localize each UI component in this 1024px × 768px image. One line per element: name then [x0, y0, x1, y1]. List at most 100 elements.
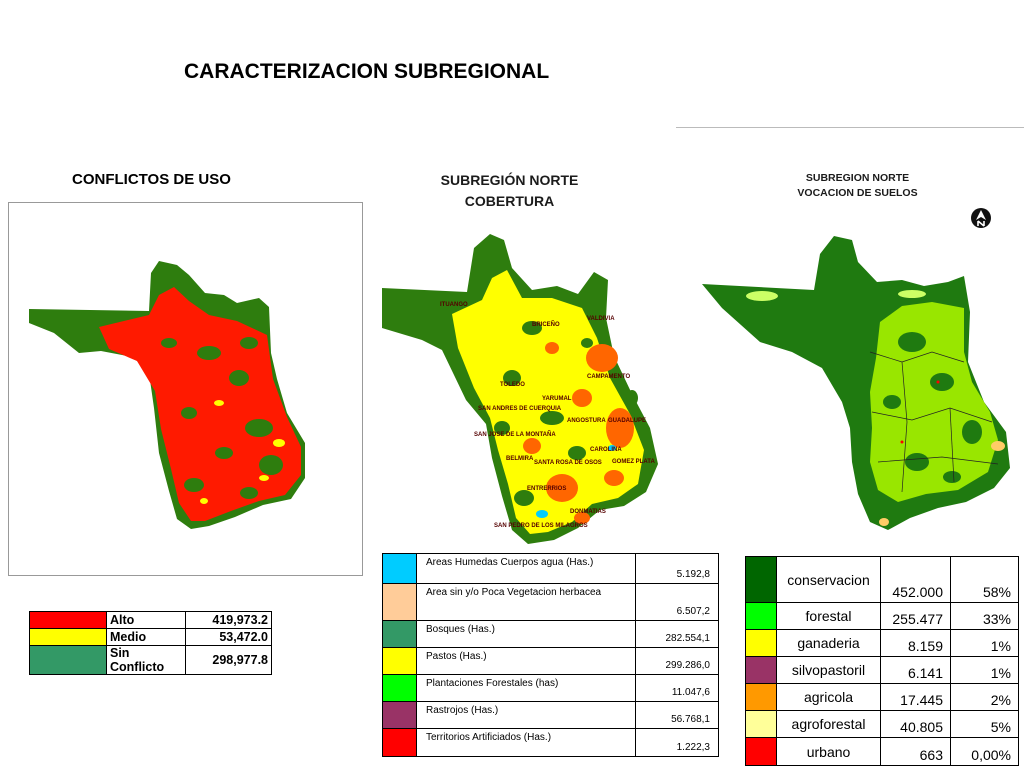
- color-swatch: [382, 647, 417, 675]
- table-row: Pastos (Has.) 299.286,0: [382, 647, 719, 675]
- table-row: forestal 255.477 33%: [745, 602, 1019, 630]
- row-value: 8.159: [880, 629, 951, 657]
- color-swatch: [29, 628, 107, 646]
- row-label: Territorios Artificiados (Has.): [416, 728, 636, 757]
- row-label: Rastrojos (Has.): [416, 701, 636, 729]
- legend-value: 298,977.8: [185, 645, 272, 675]
- color-swatch: [382, 620, 417, 648]
- place-label: SAN ANDRES DE CUERQUIA: [478, 406, 562, 412]
- legend-value: 419,973.2: [185, 611, 272, 629]
- place-label: GUADALUPE: [608, 418, 646, 424]
- color-swatch: [382, 701, 417, 729]
- row-percent: 5%: [950, 710, 1019, 738]
- color-swatch: [29, 611, 107, 629]
- row-label: forestal: [776, 602, 881, 630]
- vocacion-heading: SUBREGION NORTE VOCACION DE SUELOS: [770, 171, 945, 201]
- place-label: SANTA ROSA DE OSOS: [534, 460, 602, 466]
- place-label: ITUANGO: [440, 302, 468, 308]
- table-row: urbano 663 0,00%: [745, 737, 1019, 766]
- row-percent: 0,00%: [950, 737, 1019, 766]
- place-label: CAROLINA: [590, 447, 622, 453]
- header-divider: [676, 127, 1024, 128]
- color-swatch: [745, 629, 777, 657]
- place-label: GOMEZ PLATA: [612, 459, 655, 465]
- place-label: ENTRERRIOS: [527, 486, 566, 492]
- row-value: 56.768,1: [635, 701, 719, 729]
- place-label: DONMATIAS: [570, 509, 606, 515]
- vocacion-table: conservacion 452.000 58% forestal 255.47…: [745, 556, 1019, 766]
- table-row: Plantaciones Forestales (has) 11.047,6: [382, 674, 719, 702]
- row-label: urbano: [776, 737, 881, 766]
- row-value: 299.286,0: [635, 647, 719, 675]
- cobertura-map: ITUANGO BRICEÑO VALDIVIA YARUMAL CAMPAME…: [382, 234, 658, 544]
- color-swatch: [745, 737, 777, 766]
- color-swatch: [745, 602, 777, 630]
- legend-label: Sin Conflicto: [106, 645, 186, 675]
- row-value: 40.805: [880, 710, 951, 738]
- row-label: agroforestal: [776, 710, 881, 738]
- table-row: Sin Conflicto 298,977.8: [29, 645, 272, 675]
- place-label: ANGOSTURA: [567, 418, 606, 424]
- place-labels: ITUANGO BRICEÑO VALDIVIA YARUMAL CAMPAME…: [440, 302, 655, 529]
- legend-label: Medio: [106, 628, 186, 646]
- row-label: conservacion: [776, 556, 881, 603]
- color-swatch: [745, 556, 777, 603]
- row-value: 5.192,8: [635, 553, 719, 584]
- place-label: BRICEÑO: [532, 321, 560, 328]
- color-swatch: [382, 674, 417, 702]
- place-label: BELMIRA: [506, 456, 534, 462]
- table-row: Areas Humedas Cuerpos agua (Has.) 5.192,…: [382, 553, 719, 584]
- north-arrow-icon: [971, 208, 991, 228]
- place-label: TOLEDO: [500, 382, 525, 388]
- color-swatch: [382, 553, 417, 584]
- table-row: agroforestal 40.805 5%: [745, 710, 1019, 738]
- table-row: silvopastoril 6.141 1%: [745, 656, 1019, 684]
- color-swatch: [745, 683, 777, 711]
- conflictos-legend-table: Alto 419,973.2 Medio 53,472.0 Sin Confli…: [29, 611, 272, 675]
- row-percent: 33%: [950, 602, 1019, 630]
- table-row: conservacion 452.000 58%: [745, 556, 1019, 603]
- row-value: 6.141: [880, 656, 951, 684]
- table-row: agricola 17.445 2%: [745, 683, 1019, 711]
- row-label: Areas Humedas Cuerpos agua (Has.): [416, 553, 636, 584]
- row-label: Area sin y/o Poca Vegetacion herbacea: [416, 583, 636, 621]
- row-value: 282.554,1: [635, 620, 719, 648]
- conflictos-map-frame: [8, 202, 363, 576]
- legend-label: Alto: [106, 611, 186, 629]
- cobertura-heading-line2: COBERTURA: [464, 193, 555, 209]
- cobertura-table: Areas Humedas Cuerpos agua (Has.) 5.192,…: [382, 553, 719, 757]
- row-value: 452.000: [880, 556, 951, 603]
- row-percent: 2%: [950, 683, 1019, 711]
- color-swatch: [382, 583, 417, 621]
- row-value: 663: [880, 737, 951, 766]
- place-label: VALDIVIA: [587, 316, 615, 322]
- row-percent: 1%: [950, 656, 1019, 684]
- table-row: Rastrojos (Has.) 56.768,1: [382, 701, 719, 729]
- table-row: Territorios Artificiados (Has.) 1.222,3: [382, 728, 719, 757]
- row-value: 6.507,2: [635, 583, 719, 621]
- color-swatch: [382, 728, 417, 757]
- row-percent: 1%: [950, 629, 1019, 657]
- table-row: ganaderia 8.159 1%: [745, 629, 1019, 657]
- cobertura-heading-line1: SUBREGIÓN NORTE: [440, 172, 579, 188]
- row-label: Pastos (Has.): [416, 647, 636, 675]
- color-swatch: [745, 710, 777, 738]
- row-label: Bosques (Has.): [416, 620, 636, 648]
- place-label: SAN JOSE DE LA MONTAÑA: [474, 431, 556, 438]
- table-row: Alto 419,973.2: [29, 611, 272, 629]
- place-label: SAN PEDRO DE LOS MILAGROS: [494, 523, 588, 529]
- conflictos-map: [29, 261, 305, 529]
- row-label: Plantaciones Forestales (has): [416, 674, 636, 702]
- vocacion-map: [702, 236, 1010, 530]
- table-row: Bosques (Has.) 282.554,1: [382, 620, 719, 648]
- table-row: Area sin y/o Poca Vegetacion herbacea 6.…: [382, 583, 719, 621]
- color-swatch: [745, 656, 777, 684]
- place-label: CAMPAMENTO: [587, 374, 630, 380]
- place-label: YARUMAL: [542, 396, 572, 402]
- row-value: 255.477: [880, 602, 951, 630]
- row-label: silvopastoril: [776, 656, 881, 684]
- row-label: ganaderia: [776, 629, 881, 657]
- color-swatch: [29, 645, 107, 675]
- row-label: agricola: [776, 683, 881, 711]
- legend-value: 53,472.0: [185, 628, 272, 646]
